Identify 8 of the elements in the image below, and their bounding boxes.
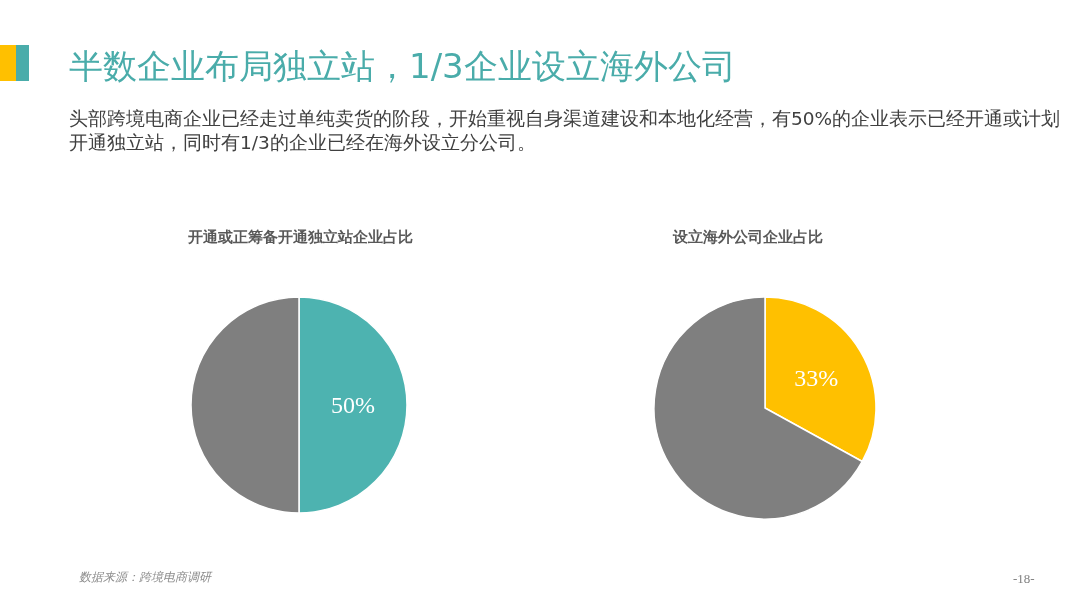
chart-title: 开通或正筹备开通独立站企业占比 (187, 228, 413, 246)
chart-title: 设立海外公司企业占比 (672, 228, 823, 246)
text: -18- (1013, 571, 1035, 586)
data-label: 50% (331, 392, 375, 418)
source-note: 数据来源：跨境电商调研 (79, 570, 213, 584)
text: 半数企业布局独立站，1/3企业设立海外公司 (69, 46, 736, 86)
text: 头部跨境电商企业已经走过单纯卖货的阶段，开始重视自身渠道建设和本地化经营，有50%的企业表示已经开通或计划开通独立站，同时有1/3的企业已经在海外设立分公司。 (69, 108, 1061, 154)
data-label: 33% (794, 364, 839, 391)
